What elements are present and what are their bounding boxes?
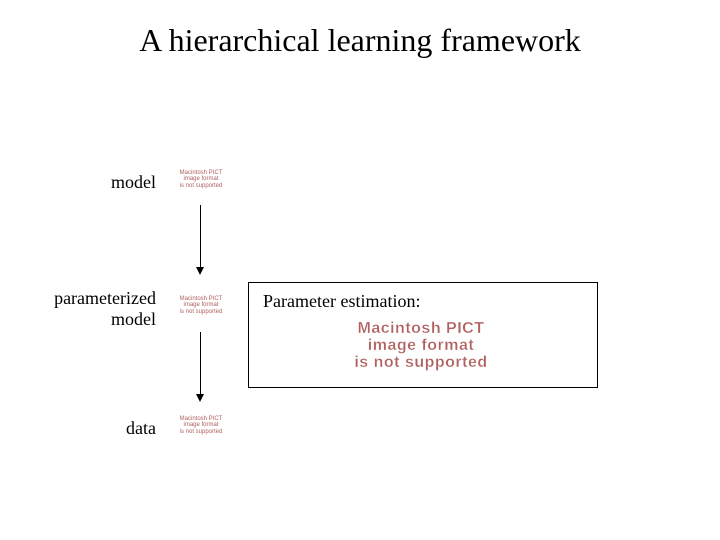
pict-placeholder-model: Macintosh PICT image format is not suppo… <box>176 170 226 189</box>
arrow-2-line <box>200 332 201 394</box>
param-estimation-box: Parameter estimation: Macintosh PICT ima… <box>248 282 598 388</box>
slide-title: A hierarchical learning framework <box>0 22 720 59</box>
pict-placeholder-param: Macintosh PICT image format is not suppo… <box>176 296 226 315</box>
label-data: data <box>126 418 156 439</box>
param-estimation-label: Parameter estimation: <box>263 291 420 312</box>
arrow-2-head <box>196 394 204 402</box>
arrow-1-line <box>200 205 201 267</box>
label-param-model: parameterized model <box>54 288 156 329</box>
arrow-1-head <box>196 267 204 275</box>
slide-canvas: A hierarchical learning framework model … <box>0 0 720 540</box>
pict-placeholder-big: Macintosh PICT image format is not suppo… <box>301 321 541 371</box>
label-model: model <box>111 172 156 193</box>
pict-placeholder-data: Macintosh PICT image format is not suppo… <box>176 416 226 435</box>
